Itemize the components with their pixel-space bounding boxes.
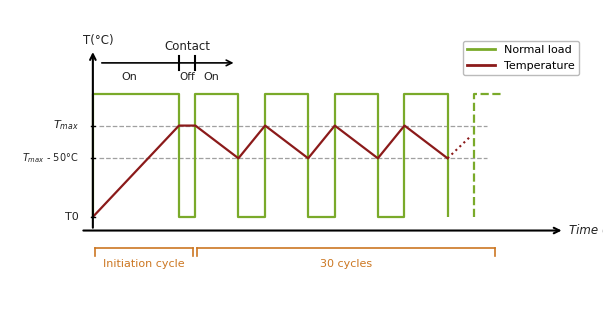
Text: T(°C): T(°C) xyxy=(83,33,113,47)
Text: Off: Off xyxy=(179,72,195,82)
Text: T0: T0 xyxy=(65,212,78,222)
Text: Initiation cycle: Initiation cycle xyxy=(103,259,185,269)
Text: 30 cycles: 30 cycles xyxy=(320,259,372,269)
Text: On: On xyxy=(122,72,137,82)
Text: $T_{max}$: $T_{max}$ xyxy=(52,119,78,132)
Text: Contact: Contact xyxy=(164,40,210,53)
Legend: Normal load, Temperature: Normal load, Temperature xyxy=(463,41,579,75)
Text: $T_{max}$ - 50°C: $T_{max}$ - 50°C xyxy=(22,151,78,165)
Text: Time (s): Time (s) xyxy=(569,224,603,237)
Text: On: On xyxy=(204,72,219,82)
